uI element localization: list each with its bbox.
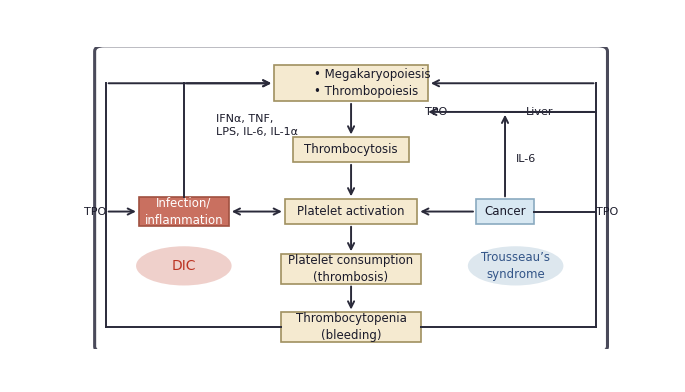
Text: Infection/
inflammation: Infection/ inflammation <box>145 196 223 227</box>
Text: TPO: TPO <box>596 207 618 216</box>
Text: Platelet consumption
(thrombosis): Platelet consumption (thrombosis) <box>288 254 414 284</box>
FancyBboxPatch shape <box>285 199 417 224</box>
Text: IL-6: IL-6 <box>516 154 536 164</box>
Text: TPO: TPO <box>425 107 447 117</box>
Text: Cancer: Cancer <box>484 205 526 218</box>
Text: Thrombocytosis: Thrombocytosis <box>304 143 398 156</box>
Text: DIC: DIC <box>171 259 196 273</box>
FancyBboxPatch shape <box>476 199 534 224</box>
Ellipse shape <box>136 246 232 285</box>
FancyBboxPatch shape <box>281 312 421 342</box>
Text: Thrombocytopenia
(bleeding): Thrombocytopenia (bleeding) <box>296 312 406 342</box>
FancyBboxPatch shape <box>274 65 428 101</box>
Text: Platelet activation: Platelet activation <box>297 205 405 218</box>
Ellipse shape <box>468 246 563 285</box>
Text: • Megakaryopoiesis
• Thrombopoiesis: • Megakaryopoiesis • Thrombopoiesis <box>314 68 431 98</box>
Text: Trousseau’s
syndrome: Trousseau’s syndrome <box>481 251 550 281</box>
Text: Liver: Liver <box>526 107 553 117</box>
Text: TPO: TPO <box>84 207 106 216</box>
FancyBboxPatch shape <box>138 197 229 226</box>
Text: IFNα, TNF,
LPS, IL-6, IL-1α: IFNα, TNF, LPS, IL-6, IL-1α <box>216 114 298 137</box>
FancyBboxPatch shape <box>292 137 410 162</box>
FancyBboxPatch shape <box>281 254 421 284</box>
